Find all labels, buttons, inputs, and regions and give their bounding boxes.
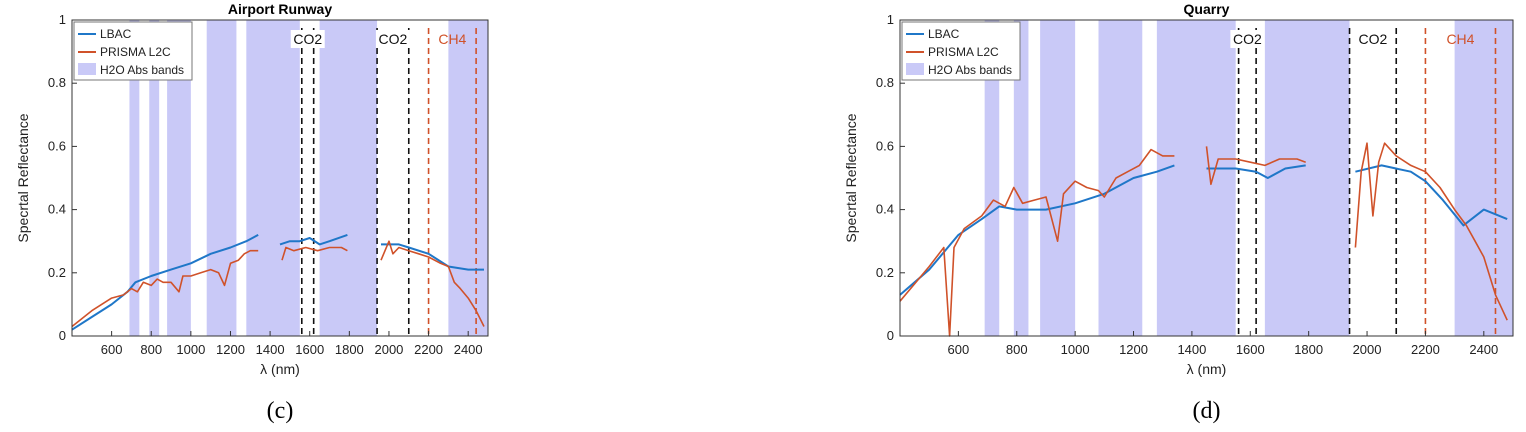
prisma-series-line [281, 246, 348, 261]
panel-label: (c) [267, 398, 294, 424]
lbac-series-line [279, 233, 348, 246]
y-axis-label: Specrtal Reflectance [15, 113, 31, 242]
prisma-series-line [899, 148, 1175, 337]
co2-label-bg [290, 30, 325, 48]
legend-entry-label: LBAC [100, 27, 132, 41]
h2o-band [448, 20, 488, 336]
legend: LBAC PRISMA L2C H2O Abs bands [901, 21, 1021, 81]
lbac-series-line [1355, 164, 1508, 227]
legend-swatch-h2o [906, 63, 924, 75]
h2o-band [1156, 20, 1236, 336]
legend-entry-label: H2O Abs bands [928, 63, 1012, 77]
prisma-series-line [1205, 146, 1306, 186]
h2o-band [129, 20, 140, 336]
x-tick-label: 2200 [1411, 342, 1440, 357]
co2-label: CO2 [379, 31, 408, 47]
co2-label: CO2 [1233, 31, 1262, 47]
prisma-series-line [71, 249, 259, 328]
lbac-series-line [899, 164, 1175, 296]
legend-entry-label: PRISMA L2C [928, 45, 999, 59]
x-tick-label: 1200 [1119, 342, 1148, 357]
lbac-series-line [71, 234, 259, 331]
x-tick-label: 1600 [295, 342, 324, 357]
x-tick-label: 2200 [414, 342, 443, 357]
chart-title: Airport Runway [228, 1, 332, 17]
co2-label-bg [1355, 30, 1390, 48]
x-tick-label: 1800 [1294, 342, 1323, 357]
h2o-band [1040, 20, 1076, 336]
x-tick-label: 600 [101, 342, 123, 357]
chart-title: Quarry [1184, 1, 1230, 17]
legend-entry-label: PRISMA L2C [100, 45, 171, 59]
legend-entry-label: LBAC [928, 27, 960, 41]
co2-label: CO2 [293, 31, 322, 47]
h2o-band [984, 20, 1000, 336]
y-tick-label: 0.8 [876, 75, 894, 90]
y-axis-label: Specrtal Reflectance [843, 113, 859, 242]
y-tick-label: 0.8 [48, 75, 66, 90]
h2o-band [319, 20, 378, 336]
x-tick-label: 2400 [1469, 342, 1498, 357]
y-tick-label: 0.4 [876, 202, 894, 217]
lbac-series-line [381, 243, 484, 271]
y-tick-label: 0.6 [876, 138, 894, 153]
x-tick-label: 2400 [454, 342, 483, 357]
x-axis-label: λ (nm) [260, 361, 300, 377]
y-tick-label: 0.4 [48, 202, 66, 217]
legend-swatch-h2o [78, 63, 96, 75]
legend: LBAC PRISMA L2C H2O Abs bands [73, 21, 193, 81]
x-axis-label: λ (nm) [1187, 361, 1227, 377]
y-tick-label: 0 [887, 328, 894, 343]
h2o-band [1013, 20, 1029, 336]
x-tick-label: 1400 [256, 342, 285, 357]
h2o-band [246, 20, 300, 336]
h2o-band [167, 20, 191, 336]
co2-label-bg [375, 30, 410, 48]
x-tick-label: 1200 [216, 342, 245, 357]
x-tick-label: 1800 [335, 342, 364, 357]
x-tick-label: 600 [948, 342, 970, 357]
y-tick-label: 1 [887, 12, 894, 27]
ch4-label: CH4 [438, 31, 466, 47]
x-tick-label: 1000 [176, 342, 205, 357]
axes-frame [899, 19, 1514, 337]
h2o-band [1264, 20, 1350, 336]
y-tick-label: 0.2 [876, 265, 894, 280]
prisma-series-line [380, 240, 485, 327]
x-tick-label: 1600 [1236, 342, 1265, 357]
y-tick-label: 0.2 [48, 265, 66, 280]
y-tick-label: 0 [59, 328, 66, 343]
axes-frame [71, 19, 489, 337]
x-tick-label: 800 [140, 342, 162, 357]
co2-label: CO2 [1358, 31, 1387, 47]
lbac-series-line [1206, 164, 1306, 179]
x-tick-label: 1000 [1061, 342, 1090, 357]
h2o-band [1454, 20, 1513, 336]
x-tick-label: 1400 [1177, 342, 1206, 357]
x-tick-label: 800 [1006, 342, 1028, 357]
ch4-label: CH4 [1446, 31, 1474, 47]
y-tick-label: 1 [59, 12, 66, 27]
panel-label: (d) [1193, 398, 1221, 424]
h2o-band [206, 20, 237, 336]
y-tick-label: 0.6 [48, 138, 66, 153]
prisma-series-line [1354, 142, 1508, 321]
co2-label-bg [1230, 30, 1265, 48]
x-tick-label: 2000 [1353, 342, 1382, 357]
legend-entry-label: H2O Abs bands [100, 63, 184, 77]
h2o-band [149, 20, 160, 336]
x-tick-label: 2000 [374, 342, 403, 357]
